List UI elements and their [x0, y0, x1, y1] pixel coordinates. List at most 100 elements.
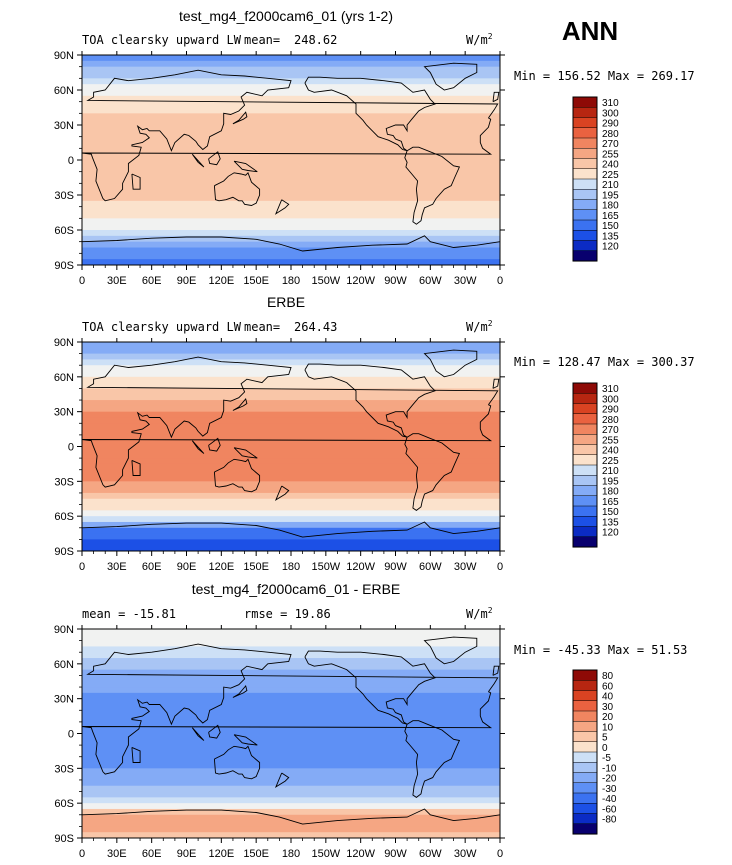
colorbar-box	[572, 444, 598, 456]
colorbar-label: -5	[602, 753, 611, 764]
field-band	[82, 808, 500, 816]
colorbar-label: 300	[602, 394, 619, 405]
field-band	[82, 733, 500, 740]
units-label: W/m2	[466, 32, 493, 47]
field-band	[82, 498, 500, 506]
variable-label: TOA clearsky upward LW	[82, 33, 242, 47]
x-tick-label: 60W	[419, 275, 442, 287]
colorbar-label: 270	[602, 425, 619, 436]
x-tick-label: 0	[79, 561, 85, 573]
coastline	[232, 111, 248, 125]
coastline	[208, 151, 221, 166]
min-max-label: Min = -45.33 Max = 51.53	[514, 643, 687, 657]
field-band	[82, 142, 500, 149]
colorbar-box	[572, 772, 598, 784]
field-band	[82, 206, 500, 213]
colorbar-label: 290	[602, 405, 619, 416]
colorbar-label: 255	[602, 149, 619, 160]
colorbar-box	[572, 117, 598, 129]
field-band	[82, 376, 500, 384]
x-axis: 0 30E 60E 90E 120E 150E 180 150W 120W 90W 60W 30W 0	[79, 625, 503, 860]
mean-value: 248.62	[294, 33, 337, 47]
field-band	[82, 504, 500, 511]
field-band	[82, 440, 500, 447]
field-band	[82, 405, 500, 413]
colorbar-box	[572, 741, 598, 753]
x-tick-label: 30E	[107, 848, 127, 860]
colorbar-label: 210	[602, 466, 619, 477]
field-band	[82, 527, 500, 535]
colorbar-box	[572, 782, 598, 794]
rmse-text: rmse = 19.86	[244, 607, 331, 621]
field-band	[82, 545, 500, 552]
field-band	[82, 704, 500, 711]
y-tick-label: 60S	[54, 511, 74, 523]
colorbar-label: 120	[602, 242, 619, 253]
colorbar-label: -10	[602, 763, 617, 774]
coastline	[304, 650, 436, 725]
colorbar-box	[572, 505, 598, 517]
coastline	[404, 433, 461, 511]
colorbar-label: 240	[602, 160, 619, 171]
coastline	[423, 636, 478, 665]
field-band	[82, 90, 500, 97]
colorbar-box	[572, 475, 598, 487]
y-tick-label: 0	[68, 155, 74, 167]
colorbar-label: 0	[602, 743, 608, 754]
field-band	[82, 634, 500, 642]
field-band	[82, 481, 500, 488]
field-band	[82, 411, 500, 418]
colorbar-label: 225	[602, 456, 619, 467]
x-tick-label: 60E	[142, 848, 162, 860]
y-tick-label: 90S	[54, 833, 74, 845]
field-band	[82, 521, 500, 529]
panel-title: ERBE	[267, 294, 305, 310]
colorbar-label: 165	[602, 497, 619, 508]
colorbar-label: 150	[602, 221, 619, 232]
colorbar-label: 120	[602, 528, 619, 539]
coastline	[233, 734, 258, 746]
map-field	[82, 629, 500, 839]
field-band	[82, 463, 500, 471]
panel-title: test_mg4_f2000cam6_01 - ERBE	[192, 581, 401, 597]
coastline	[81, 235, 501, 252]
field-band	[82, 832, 500, 839]
x-tick-label: 120W	[346, 561, 375, 573]
colorbar-label: 180	[602, 201, 619, 212]
y-tick-label: 60S	[54, 798, 74, 810]
x-tick-label: 150W	[311, 848, 340, 860]
colorbar-label: 255	[602, 435, 619, 446]
field-band	[82, 183, 500, 190]
season-label: ANN	[562, 16, 618, 46]
colorbar-label: 40	[602, 692, 614, 703]
colorbar-box	[572, 96, 598, 108]
colorbar-box	[572, 464, 598, 476]
field-band	[82, 165, 500, 173]
mean-label: mean=	[244, 33, 280, 47]
mean-value: 264.43	[294, 320, 337, 334]
field-band	[82, 171, 500, 178]
x-tick-label: 120E	[208, 275, 234, 287]
colorbar-label: 165	[602, 211, 619, 222]
colorbar-box	[572, 219, 598, 231]
y-tick-label: 60N	[54, 659, 74, 671]
x-tick-label: 60W	[419, 848, 442, 860]
field-band	[82, 750, 500, 758]
field-band	[82, 452, 500, 459]
field-band	[82, 681, 500, 688]
x-tick-label: 120W	[346, 848, 375, 860]
colorbar-label: 270	[602, 139, 619, 150]
colorbar-label: 20	[602, 712, 614, 723]
y-tick-label: 30N	[54, 120, 74, 132]
colorbar-label: -60	[602, 804, 617, 815]
coastline	[492, 378, 500, 389]
x-tick-label: 150E	[243, 275, 269, 287]
colorbar-label: 310	[602, 98, 619, 109]
colorbar-label: 10	[602, 722, 614, 733]
field-band	[82, 253, 500, 260]
colorbar-box	[572, 382, 598, 394]
coastline	[274, 199, 290, 215]
field-band	[82, 241, 500, 248]
field-band	[82, 113, 500, 120]
map-field	[82, 342, 500, 552]
